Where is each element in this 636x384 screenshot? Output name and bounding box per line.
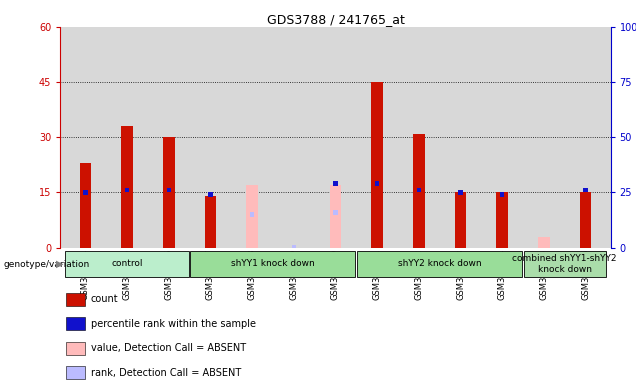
Bar [455, 192, 466, 248]
Bar [167, 188, 171, 192]
Text: genotype/variation: genotype/variation [3, 260, 90, 269]
Bar [66, 293, 85, 306]
Text: shYY2 knock down: shYY2 knock down [398, 260, 481, 268]
Bar [417, 188, 421, 192]
Bar [583, 188, 588, 192]
Bar [375, 182, 379, 186]
Bar [538, 237, 550, 248]
Text: count: count [91, 294, 118, 304]
Bar [413, 134, 425, 248]
Bar [121, 126, 133, 248]
Text: percentile rank within the sample: percentile rank within the sample [91, 319, 256, 329]
FancyBboxPatch shape [357, 251, 522, 277]
Bar [83, 190, 88, 195]
Bar [66, 318, 85, 330]
Bar [209, 192, 212, 197]
Text: ▶: ▶ [56, 259, 64, 269]
Bar [496, 192, 508, 248]
Bar [329, 185, 342, 248]
Bar [125, 188, 129, 192]
Bar [580, 192, 591, 248]
Bar [292, 245, 296, 250]
Bar [66, 366, 85, 379]
FancyBboxPatch shape [190, 251, 356, 277]
Bar [205, 196, 216, 248]
Text: value, Detection Call = ABSENT: value, Detection Call = ABSENT [91, 343, 245, 353]
FancyBboxPatch shape [524, 251, 605, 277]
Bar [333, 210, 338, 215]
Bar [500, 192, 504, 197]
Title: GDS3788 / 241765_at: GDS3788 / 241765_at [266, 13, 404, 26]
Bar [459, 190, 462, 195]
Bar [66, 342, 85, 355]
Text: shYY1 knock down: shYY1 knock down [231, 260, 315, 268]
Bar [333, 182, 338, 186]
FancyBboxPatch shape [66, 251, 189, 277]
Bar [80, 163, 91, 248]
Text: rank, Detection Call = ABSENT: rank, Detection Call = ABSENT [91, 368, 241, 378]
Bar [250, 212, 254, 217]
Bar [371, 82, 383, 248]
Text: control: control [111, 260, 143, 268]
Bar [163, 137, 175, 248]
Bar [246, 185, 258, 248]
Text: combined shYY1-shYY2
knock down: combined shYY1-shYY2 knock down [513, 254, 617, 274]
